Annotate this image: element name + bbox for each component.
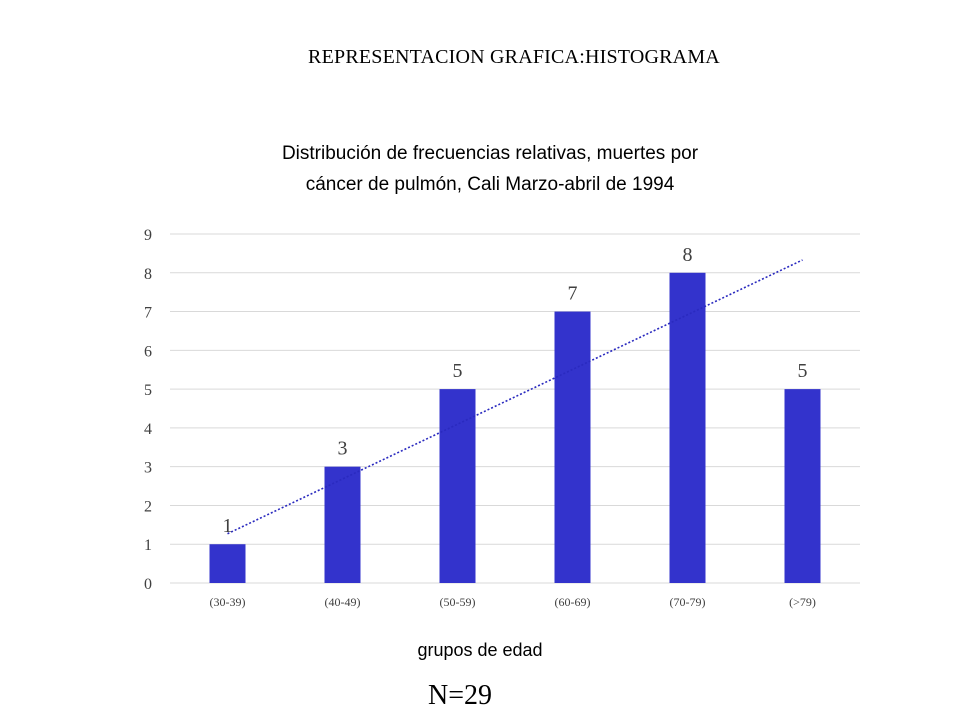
- x-axis-categories: (30-39) (40-49) (50-59) (60-69) (70-79) (>79): [210, 595, 816, 609]
- bar: [784, 389, 821, 583]
- data-label: 3: [338, 438, 348, 460]
- x-tick-label: (60-69): [555, 595, 591, 609]
- y-tick-label: 3: [144, 460, 152, 477]
- y-tick-label: 9: [144, 227, 152, 244]
- x-tick-label: (30-39): [210, 595, 246, 609]
- data-label: 8: [683, 244, 693, 266]
- bar: [209, 544, 246, 583]
- y-tick-label: 1: [144, 537, 152, 554]
- chart-title-line-1: Distribución de frecuencias relativas, m…: [281, 143, 699, 164]
- bar: [439, 389, 476, 583]
- y-tick-label: 8: [144, 266, 152, 283]
- trendline: [227, 259, 803, 535]
- y-axis-ticks: 0 1 2 3 4 5 6 7 8 9: [144, 227, 152, 593]
- bar: [324, 466, 361, 583]
- bars: [209, 272, 821, 583]
- data-label: 5: [453, 360, 463, 382]
- chart-title-line-2: cáncer de pulmón, Cali Marzo-abril de 19…: [305, 174, 675, 195]
- y-tick-label: 5: [144, 382, 152, 399]
- x-tick-label: (40-49): [325, 595, 361, 609]
- x-tick-label: (50-59): [440, 595, 476, 609]
- y-tick-label: 0: [144, 576, 152, 593]
- bar: [554, 311, 591, 583]
- sample-size-label: N=29: [427, 680, 492, 711]
- grid-lines: [170, 233, 860, 584]
- page-title: REPRESENTACION GRAFICA:HISTOGRAMA: [308, 46, 720, 68]
- data-label: 5: [798, 360, 808, 382]
- bar: [669, 272, 706, 583]
- x-axis-label: grupos de edad: [417, 640, 543, 660]
- x-tick-label: (>79): [789, 595, 816, 609]
- y-tick-label: 2: [144, 498, 152, 515]
- data-labels: 1 3 5 7 8 5: [223, 244, 808, 537]
- y-tick-label: 6: [144, 343, 152, 360]
- trendline-line: [227, 259, 803, 535]
- y-tick-label: 4: [144, 421, 152, 438]
- chart-title: Distribución de frecuencias relativas, m…: [170, 138, 810, 200]
- y-tick-label: 7: [144, 305, 152, 322]
- data-label: 1: [223, 515, 233, 537]
- data-label: 7: [568, 283, 578, 305]
- x-tick-label: (70-79): [670, 595, 706, 609]
